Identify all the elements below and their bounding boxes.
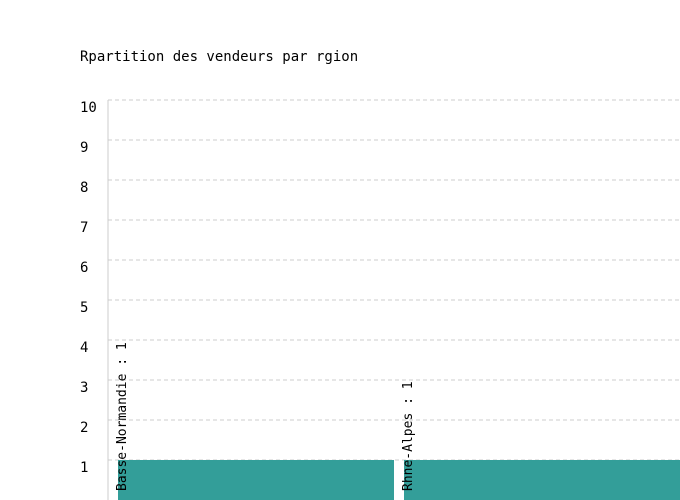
y-tick-label: 10 [80,100,97,116]
chart-title: Rpartition des vendeurs par rgion [80,49,359,65]
y-tick-label: 3 [80,380,88,396]
y-tick-label: 4 [80,340,88,356]
y-tick-label: 7 [80,220,88,236]
y-tick-label: 2 [80,420,88,436]
bar-data-label: Rhne-Alpes : 1 [401,381,416,491]
y-tick-label: 9 [80,140,88,156]
y-tick-label: 1 [80,460,88,476]
bar [404,460,680,500]
y-tick-label: 5 [80,300,88,316]
bar-data-label: Basse-Normandie : 1 [115,342,130,491]
y-tick-label: 8 [80,180,88,196]
bar [118,460,394,500]
y-tick-label: 6 [80,260,88,276]
